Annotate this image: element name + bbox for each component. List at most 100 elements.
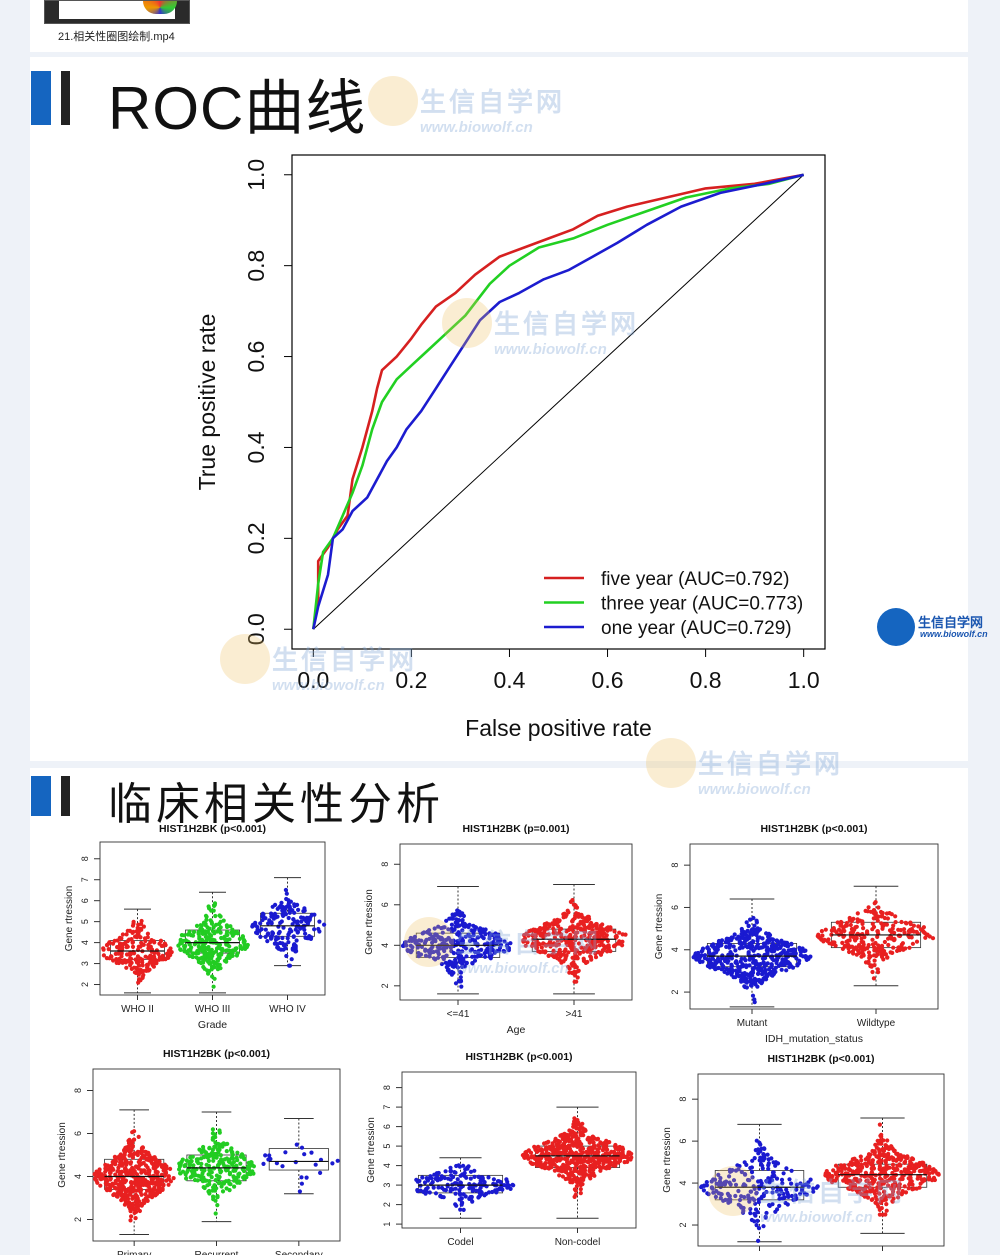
data-point — [92, 1172, 97, 1177]
data-point — [408, 943, 413, 948]
data-point — [911, 923, 916, 928]
data-point — [114, 1194, 119, 1199]
data-point — [119, 942, 124, 947]
data-point — [230, 933, 235, 938]
data-point — [766, 1166, 771, 1171]
data-point — [769, 972, 774, 978]
data-point — [893, 914, 898, 919]
y-tick-label: 6 — [670, 905, 680, 910]
data-point — [766, 935, 771, 940]
x-tick-label: WHO III — [195, 1004, 231, 1015]
data-point — [918, 1181, 923, 1186]
data-point — [859, 1158, 864, 1163]
data-point — [739, 956, 744, 961]
data-point — [415, 1189, 420, 1194]
data-point — [436, 1185, 441, 1190]
data-point — [748, 1211, 753, 1216]
data-point — [286, 940, 291, 945]
data-point — [297, 1189, 302, 1194]
data-point — [572, 1119, 577, 1124]
data-point — [280, 908, 285, 913]
data-point — [898, 1153, 903, 1158]
data-point — [210, 1152, 216, 1157]
legend-label: three year (AUC=0.773) — [601, 594, 803, 615]
data-point — [472, 1168, 477, 1173]
data-point — [261, 1161, 266, 1166]
data-point — [427, 954, 432, 959]
data-point — [774, 1176, 780, 1181]
data-point — [884, 922, 889, 927]
roc-chart: 0.0 0.2 0.4 0.6 0.8 1.0 0.0 0.2 0.4 0.6 0.8 1.0 Fals… — [194, 154, 826, 741]
data-point — [714, 945, 719, 950]
x-tick-label: 0.8 — [690, 667, 722, 693]
data-point — [408, 935, 413, 941]
data-point — [606, 946, 611, 951]
data-point — [608, 949, 613, 954]
data-point — [430, 940, 435, 945]
data-point — [776, 963, 782, 968]
data-point — [563, 947, 568, 952]
data-point — [164, 1166, 169, 1171]
data-point — [290, 908, 295, 913]
data-point — [277, 929, 282, 935]
data-point — [168, 1166, 173, 1171]
data-point — [577, 1126, 582, 1131]
data-point — [163, 1169, 168, 1175]
data-point — [885, 1138, 890, 1143]
data-point — [770, 1186, 776, 1191]
data-point — [578, 1187, 583, 1192]
data-point — [775, 1207, 780, 1212]
data-point — [911, 1186, 916, 1191]
data-point — [195, 950, 200, 955]
data-point — [295, 923, 300, 928]
data-point — [404, 943, 409, 948]
data-point — [220, 1189, 226, 1194]
data-point — [811, 1189, 816, 1194]
data-point — [492, 936, 497, 941]
data-point — [93, 1176, 98, 1181]
data-point — [322, 922, 327, 927]
x-tick-label: WHO II — [121, 1004, 154, 1015]
data-point — [886, 1146, 892, 1152]
data-point — [582, 929, 588, 935]
data-point — [713, 1194, 718, 1199]
data-point — [494, 941, 499, 946]
data-point — [747, 1178, 752, 1183]
data-point — [280, 1164, 285, 1169]
x-tick-label: <=41 — [447, 1009, 470, 1020]
data-point — [246, 1160, 251, 1165]
data-point — [470, 961, 475, 966]
video-thumbnail[interactable] — [44, 0, 190, 24]
data-point — [881, 923, 886, 928]
data-point — [746, 923, 751, 928]
data-point — [149, 1195, 155, 1200]
data-point — [890, 1162, 896, 1167]
data-point — [219, 1157, 224, 1162]
data-point — [582, 1154, 587, 1159]
data-point — [149, 1191, 154, 1196]
data-point — [486, 1175, 491, 1180]
roc-section-title: ROC曲线 — [108, 75, 367, 142]
data-point — [913, 1163, 918, 1168]
y-tick-label: 7 — [382, 1105, 392, 1110]
data-point — [765, 973, 770, 979]
data-point — [464, 954, 469, 959]
data-point — [846, 946, 851, 951]
data-point — [581, 919, 586, 924]
data-point — [713, 966, 718, 971]
data-point — [318, 1170, 323, 1175]
data-point — [758, 1155, 763, 1160]
data-point — [145, 963, 150, 968]
data-point — [441, 956, 446, 962]
data-point — [458, 979, 464, 984]
data-point — [458, 1207, 463, 1212]
data-point — [158, 938, 164, 943]
data-point — [139, 918, 144, 924]
data-point — [769, 962, 774, 967]
data-point — [505, 942, 510, 947]
data-point — [303, 931, 308, 936]
data-point — [573, 1188, 578, 1193]
data-point — [580, 1121, 585, 1126]
video-caption[interactable]: 21.相关性圈图绘制.mp4 — [58, 31, 175, 43]
data-point — [759, 1146, 764, 1151]
